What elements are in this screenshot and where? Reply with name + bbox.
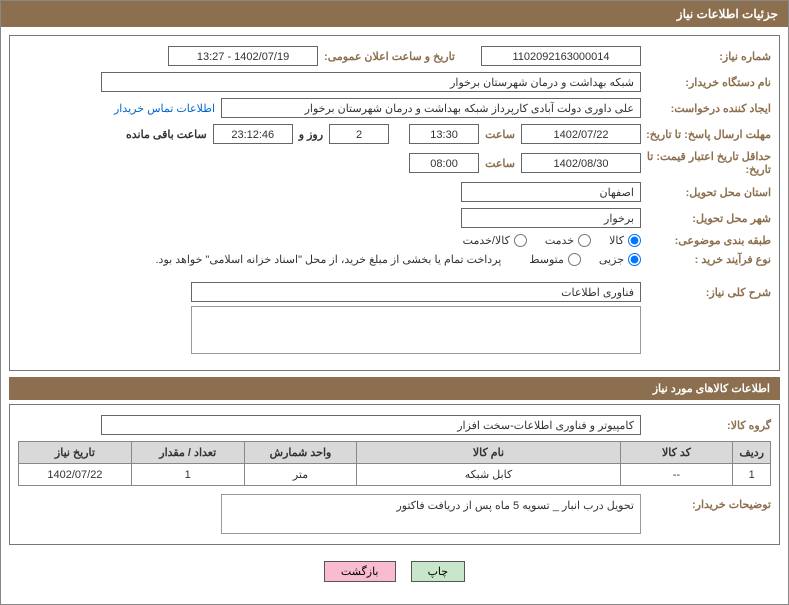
radio-medium[interactable]: [568, 253, 581, 266]
row-buyer-org: نام دستگاه خریدار: شبکه بهداشت و درمان ش…: [18, 72, 771, 92]
delivery-city-value: برخوار: [461, 208, 641, 228]
back-button[interactable]: بازگشت: [324, 561, 396, 582]
radio-partial-label: جزیی: [599, 253, 624, 266]
page-title-bar: جزئیات اطلاعات نیاز: [1, 1, 788, 27]
items-table: ردیف کد کالا نام کالا واحد شمارش تعداد /…: [18, 441, 771, 486]
page-title: جزئیات اطلاعات نیاز: [677, 7, 778, 21]
category-label: طبقه بندی موضوعی:: [641, 234, 771, 247]
overview-textarea: [191, 306, 641, 354]
goods-group-label: گروه کالا:: [641, 419, 771, 432]
payment-note: پرداخت تمام یا بخشی از مبلغ خرید، از محل…: [156, 253, 512, 266]
buyer-notes-label: توضیحات خریدار:: [641, 494, 771, 511]
buyer-org-label: نام دستگاه خریدار:: [641, 76, 771, 89]
col-item-name: نام کالا: [357, 442, 620, 464]
col-need-date: تاریخ نیاز: [19, 442, 132, 464]
delivery-city-label: شهر محل تحویل:: [641, 212, 771, 225]
row-need-number: شماره نیاز: 1102092163000014 تاریخ و ساع…: [18, 46, 771, 66]
row-delivery-city: شهر محل تحویل: برخوار: [18, 208, 771, 228]
delivery-province-value: اصفهان: [461, 182, 641, 202]
remain-time-value: 23:12:46: [213, 124, 293, 144]
col-qty: تعداد / مقدار: [131, 442, 244, 464]
content-area: شماره نیاز: 1102092163000014 تاریخ و ساع…: [1, 27, 788, 604]
need-number-value: 1102092163000014: [481, 46, 641, 66]
price-validity-label: حداقل تاریخ اعتبار قیمت: تا تاریخ:: [641, 150, 771, 176]
response-date-value: 1402/07/22: [521, 124, 641, 144]
row-goods-group: گروه کالا: کامپیوتر و فناوری اطلاعات-سخت…: [18, 415, 771, 435]
table-row: 1 -- کابل شبکه متر 1 1402/07/22: [19, 464, 771, 486]
radio-medium-label: متوسط: [529, 253, 564, 266]
buyer-notes-box: تحویل درب انبار _ تسویه 5 ماه پس از دریا…: [221, 494, 641, 534]
remain-days-value: 2: [329, 124, 389, 144]
radio-service-label: خدمت: [545, 234, 574, 247]
col-row-num: ردیف: [733, 442, 771, 464]
row-process-type: نوع فرآیند خرید : جزیی متوسط پرداخت تمام…: [18, 253, 771, 266]
goods-group-value: کامپیوتر و فناوری اطلاعات-سخت افزار: [101, 415, 641, 435]
items-header-row: ردیف کد کالا نام کالا واحد شمارش تعداد /…: [19, 442, 771, 464]
delivery-province-label: استان محل تحویل:: [641, 186, 771, 199]
announce-date-label: تاریخ و ساعت اعلان عمومی:: [318, 50, 461, 63]
need-number-label: شماره نیاز:: [641, 50, 771, 63]
announce-date-value: 1402/07/19 - 13:27: [168, 46, 318, 66]
radio-goods-label: کالا: [609, 234, 624, 247]
hour-label-2: ساعت: [479, 157, 521, 170]
requester-value: علی داوری دولت آبادی کارپرداز شبکه بهداش…: [221, 98, 641, 118]
response-deadline-label: مهلت ارسال پاسخ: تا تاریخ:: [641, 128, 771, 141]
radio-goods-service[interactable]: [514, 234, 527, 247]
cell-unit: متر: [244, 464, 357, 486]
row-category: طبقه بندی موضوعی: کالا خدمت کالا/خدمت: [18, 234, 771, 247]
main-panel: شماره نیاز: 1102092163000014 تاریخ و ساع…: [9, 35, 780, 371]
process-type-label: نوع فرآیند خرید :: [641, 253, 771, 266]
radio-partial-item[interactable]: جزیی: [599, 253, 641, 266]
requester-label: ایجاد کننده درخواست:: [641, 102, 771, 115]
response-time-value: 13:30: [409, 124, 479, 144]
price-validity-date-value: 1402/08/30: [521, 153, 641, 173]
radio-service-item[interactable]: خدمت: [545, 234, 591, 247]
radio-goods-service-item[interactable]: کالا/خدمت: [463, 234, 527, 247]
price-validity-time-value: 08:00: [409, 153, 479, 173]
day-and-label: روز و: [293, 128, 329, 141]
radio-goods-item[interactable]: کالا: [609, 234, 641, 247]
cell-item-code: --: [620, 464, 733, 486]
remain-label: ساعت باقی مانده: [120, 128, 213, 141]
row-delivery-province: استان محل تحویل: اصفهان: [18, 182, 771, 202]
radio-service[interactable]: [578, 234, 591, 247]
items-table-body: 1 -- کابل شبکه متر 1 1402/07/22: [19, 464, 771, 486]
print-button[interactable]: چاپ: [411, 561, 466, 582]
cell-item-name: کابل شبکه: [357, 464, 620, 486]
radio-goods[interactable]: [628, 234, 641, 247]
items-table-head: ردیف کد کالا نام کالا واحد شمارش تعداد /…: [19, 442, 771, 464]
process-radio-group: جزیی متوسط پرداخت تمام یا بخشی از مبلغ خ…: [156, 253, 642, 266]
footer-buttons: چاپ بازگشت: [9, 551, 780, 596]
radio-goods-service-label: کالا/خدمت: [463, 234, 510, 247]
overview-fields: فناوری اطلاعات: [191, 282, 641, 354]
page-container: جزئیات اطلاعات نیاز شماره نیاز: 11020921…: [0, 0, 789, 605]
hour-label-1: ساعت: [479, 128, 521, 141]
radio-partial[interactable]: [628, 253, 641, 266]
col-item-code: کد کالا: [620, 442, 733, 464]
radio-medium-item[interactable]: متوسط: [529, 253, 581, 266]
row-overview: شرح کلی نیاز: فناوری اطلاعات: [18, 282, 771, 354]
category-radio-group: کالا خدمت کالا/خدمت: [463, 234, 641, 247]
cell-row-num: 1: [733, 464, 771, 486]
row-response-deadline: مهلت ارسال پاسخ: تا تاریخ: 1402/07/22 سا…: [18, 124, 771, 144]
buyer-org-value: شبکه بهداشت و درمان شهرستان برخوار: [101, 72, 641, 92]
overview-value: فناوری اطلاعات: [191, 282, 641, 302]
cell-need-date: 1402/07/22: [19, 464, 132, 486]
items-panel: گروه کالا: کامپیوتر و فناوری اطلاعات-سخت…: [9, 404, 780, 545]
row-requester: ایجاد کننده درخواست: علی داوری دولت آباد…: [18, 98, 771, 118]
col-unit: واحد شمارش: [244, 442, 357, 464]
cell-qty: 1: [131, 464, 244, 486]
row-price-validity: حداقل تاریخ اعتبار قیمت: تا تاریخ: 1402/…: [18, 150, 771, 176]
buyer-contact-link[interactable]: اطلاعات تماس خریدار: [114, 102, 221, 115]
overview-label: شرح کلی نیاز:: [641, 282, 771, 299]
buyer-notes-area: توضیحات خریدار: تحویل درب انبار _ تسویه …: [18, 494, 771, 534]
items-section-title: اطلاعات کالاهای مورد نیاز: [9, 377, 780, 400]
